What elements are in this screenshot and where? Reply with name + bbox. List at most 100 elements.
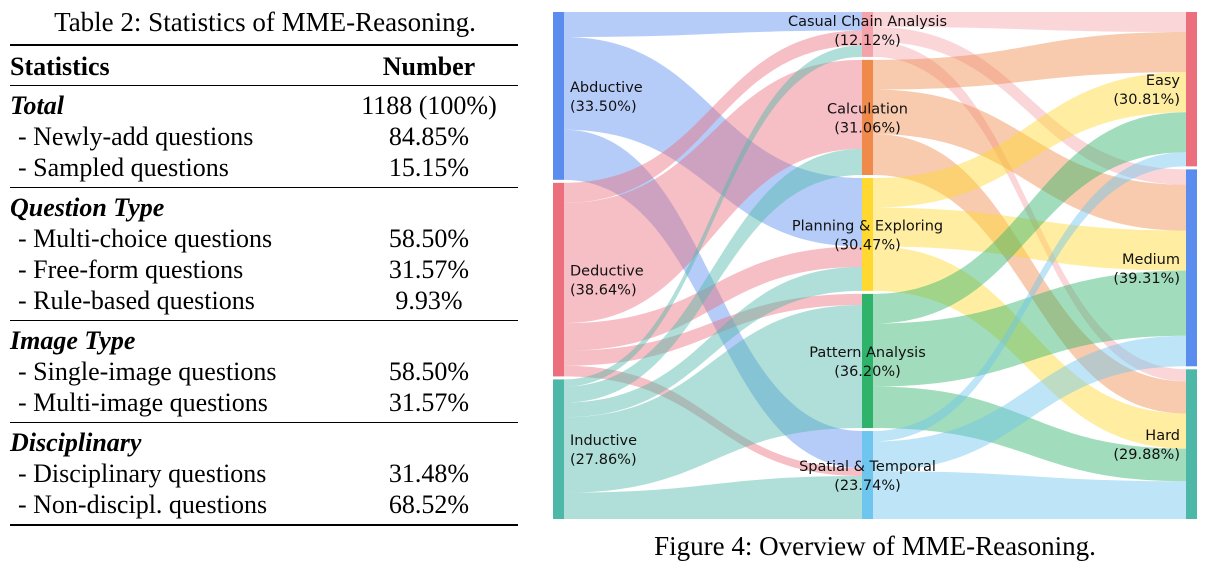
sankey-labels: Abductive (33.50%) Deductive (38.64%) Induct… (570, 14, 1180, 494)
sankey-link (873, 152, 1186, 442)
node-percent-label: (12.12%) (834, 33, 901, 49)
sankey-node (553, 182, 564, 377)
table-row: - Free-form questions 31.57% (10, 254, 518, 285)
sankey-link (564, 59, 862, 324)
section-title: Image Type (10, 320, 340, 356)
section-total-value: 1188 (100%) (340, 85, 518, 121)
sankey-link (564, 476, 862, 519)
row-label: - Non-discipl. questions (10, 489, 340, 526)
node-name-label: Medium (1122, 252, 1180, 268)
sankey-links (564, 12, 1186, 519)
node-name-label: Planning & Exploring (792, 218, 943, 234)
node-percent-label: (30.47%) (834, 237, 901, 253)
node-name-label: Easy (1146, 73, 1181, 89)
sankey-figure: Abductive (33.50%) Deductive (38.64%) Induct… (545, 6, 1205, 526)
row-value: 9.93% (395, 286, 463, 315)
section-title: Disciplinary (10, 422, 340, 458)
node-name-label: Hard (1145, 428, 1180, 444)
node-percent-label: (39.31%) (1113, 271, 1180, 287)
row-value: 84.85% (388, 122, 470, 151)
node-name-label: Inductive (570, 433, 637, 449)
sankey-link (564, 12, 862, 38)
node-percent-label: (38.64%) (570, 283, 637, 299)
sankey-link (564, 37, 862, 247)
section-title-row: Disciplinary (10, 422, 518, 458)
node-percent-label: (31.06%) (834, 120, 901, 136)
sankey-node (1186, 169, 1197, 367)
node-name-label: Abductive (570, 80, 643, 96)
section-title-row: Question Type (10, 187, 518, 223)
sankey-link (873, 12, 1186, 33)
row-label: - Rule-based questions (18, 286, 255, 315)
section-title-row: Total 1188 (100%) (10, 85, 518, 121)
chart-background (545, 6, 1205, 526)
sankey-link (873, 471, 1186, 519)
sankey-link (564, 293, 862, 366)
sankey-node (862, 59, 873, 175)
node-percent-label: (27.86%) (570, 452, 637, 468)
sankey-link (873, 207, 1186, 271)
sankey-link (873, 386, 1186, 482)
sankey-node (862, 293, 873, 429)
node-name-label: Calculation (827, 101, 908, 117)
row-value: 68.52% (340, 489, 518, 526)
row-label: - Sampled questions (18, 153, 229, 182)
sankey-link (873, 89, 1186, 231)
row-label: - Free-form questions (18, 255, 244, 284)
sankey-link (564, 305, 862, 493)
row-value: 31.48% (388, 459, 470, 488)
sankey-link (564, 148, 862, 403)
sankey-link (873, 335, 1186, 472)
node-percent-label: (36.20%) (834, 364, 901, 380)
section-title-value (340, 187, 518, 223)
row-value: 58.50% (388, 224, 470, 253)
sankey-link (873, 112, 1186, 324)
table-caption: Table 2: Statistics of MME-Reasoning. (54, 7, 476, 37)
table-row: - Newly-add questions 84.85% (10, 121, 518, 152)
table-row: - Non-discipl. questions 68.52% (10, 489, 518, 526)
table-row: - Multi-choice questions 58.50% (10, 223, 518, 254)
sankey-node (1186, 12, 1197, 167)
node-percent-label: (33.50%) (570, 99, 637, 115)
sankey-link (564, 266, 862, 418)
table-row: - Sampled questions 15.15% (10, 152, 518, 188)
sankey-link (873, 134, 1186, 414)
header-number: Number (340, 44, 518, 86)
sankey-link (873, 41, 1186, 382)
sankey-link (564, 246, 862, 351)
row-label: - Newly-add questions (18, 122, 254, 151)
sankey-link (564, 365, 862, 477)
figure-caption: Figure 4: Overview of MME-Reasoning. (654, 531, 1096, 561)
sankey-node (1186, 369, 1197, 519)
sankey-link (873, 26, 1186, 185)
node-percent-label: (30.81%) (1113, 92, 1180, 108)
sankey-link (873, 32, 1186, 90)
node-name-label: Pattern Analysis (809, 345, 926, 361)
section-title-value (340, 422, 518, 458)
statistics-table-block: Table 2: Statistics of MME-Reasoning. St… (10, 6, 518, 526)
sankey-link (564, 129, 862, 469)
table-header-row: Statistics Number (10, 44, 518, 86)
section-title: Question Type (10, 187, 340, 223)
node-percent-label: (23.74%) (834, 478, 901, 494)
section-title-value (340, 320, 518, 356)
row-value: 31.57% (388, 388, 470, 417)
row-value: 15.15% (388, 153, 470, 182)
row-value: 31.57% (388, 255, 470, 284)
sankey-link (873, 246, 1186, 449)
node-name-label: Deductive (570, 264, 644, 280)
sankey-link (873, 72, 1186, 208)
table-row: - Multi-image questions 31.57% (10, 387, 518, 423)
sankey-link (564, 30, 862, 203)
node-name-label: Spatial & Temporal (799, 459, 936, 475)
sankey-nodes (553, 12, 1197, 519)
table-row: - Disciplinary questions 31.48% (10, 458, 518, 489)
header-statistics: Statistics (10, 44, 340, 86)
sankey-link (873, 270, 1186, 387)
sankey-node (553, 12, 564, 180)
row-label: - Multi-image questions (18, 388, 268, 417)
sankey-link (564, 45, 862, 387)
sankey-chart: Abductive (33.50%) Deductive (38.64%) Induct… (545, 6, 1205, 526)
section-title-row: Image Type (10, 320, 518, 356)
row-value: 58.50% (388, 357, 470, 386)
